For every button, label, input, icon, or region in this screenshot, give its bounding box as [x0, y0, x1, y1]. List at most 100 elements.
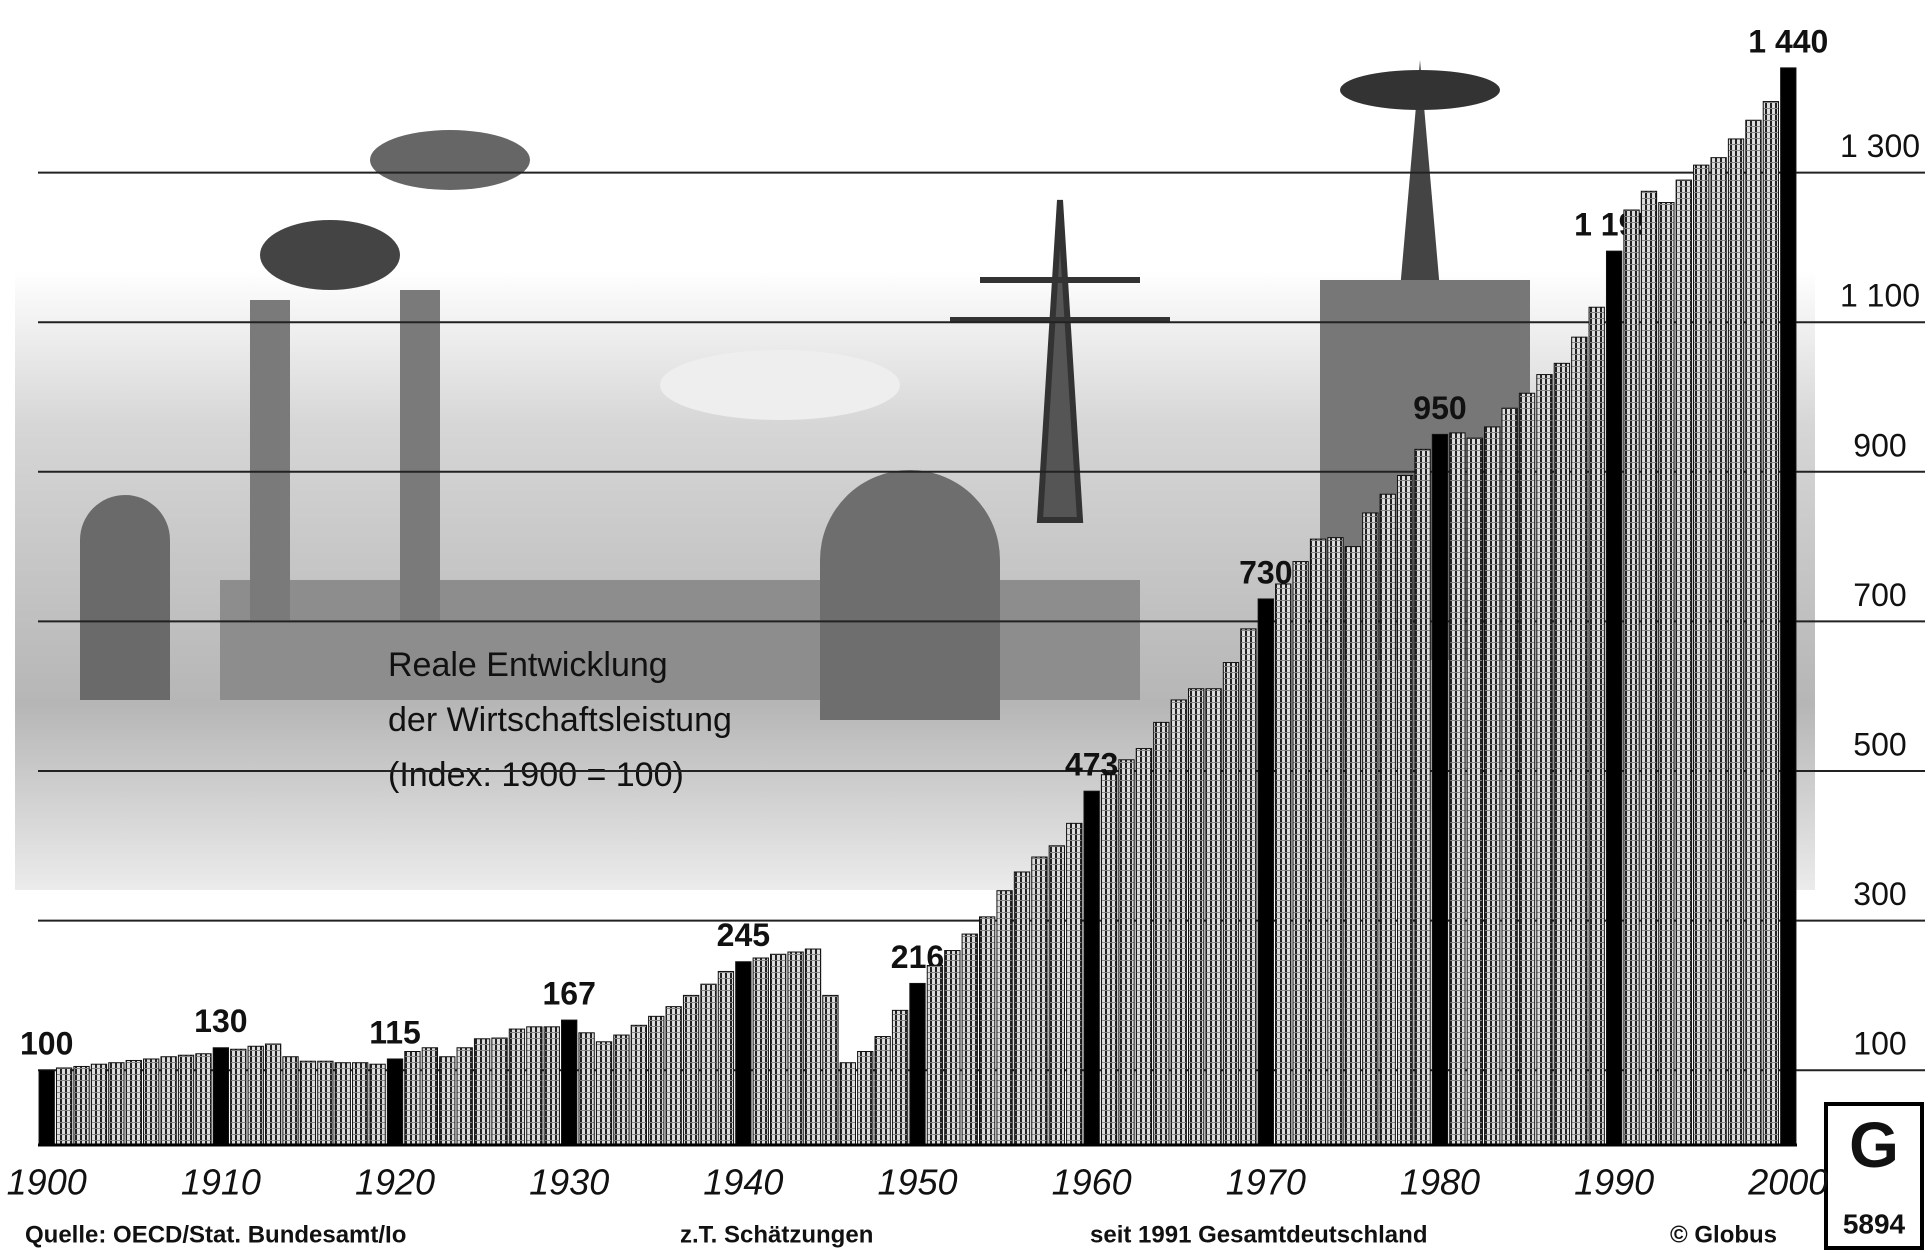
x-tick-label: 1930: [529, 1162, 609, 1203]
bar: [178, 1055, 193, 1145]
reactor-dome: [820, 470, 1000, 720]
bar: [875, 1037, 890, 1145]
y-tick-label: 100: [1853, 1026, 1906, 1062]
x-tick-label: 1910: [181, 1162, 261, 1203]
logo-mark: G: [1849, 1109, 1899, 1181]
steam-cloud: [660, 350, 900, 420]
tower-dish: [1340, 70, 1500, 110]
bar: [544, 1027, 559, 1145]
estimate-note: z.T. Schätzungen: [680, 1221, 873, 1248]
x-tick-label: 1940: [703, 1162, 783, 1203]
bar: [1258, 599, 1273, 1145]
bar: [649, 1016, 664, 1145]
bar: [1171, 700, 1186, 1145]
bar: [1328, 538, 1343, 1145]
bar: [1519, 393, 1534, 1145]
bar: [753, 958, 768, 1145]
y-tick-label: 1 300: [1840, 128, 1920, 164]
bar: [631, 1025, 646, 1145]
bar: [1450, 433, 1465, 1145]
source-note: Quelle: OECD/Stat. Bundesamt/Io: [25, 1221, 406, 1248]
bar: [945, 951, 960, 1145]
value-label: 167: [542, 976, 595, 1012]
x-tick-label: 1920: [355, 1162, 435, 1203]
bar: [683, 995, 698, 1145]
bar: [492, 1038, 507, 1145]
bar: [701, 984, 716, 1145]
bar: [161, 1057, 176, 1145]
bar: [56, 1068, 71, 1145]
bar: [1188, 689, 1203, 1145]
value-label: 1 440: [1748, 23, 1828, 59]
bar: [474, 1039, 489, 1145]
bar: [892, 1010, 907, 1145]
annotation: (Index: 1900 = 100): [388, 756, 684, 794]
y-tick-label: 700: [1853, 577, 1906, 613]
annotation: der Wirtschaftsleistung: [388, 701, 732, 739]
bar: [126, 1060, 141, 1145]
bar: [283, 1057, 298, 1145]
bar: [927, 965, 942, 1145]
bar: [1119, 760, 1134, 1145]
bar: [91, 1064, 106, 1145]
bar: [1467, 438, 1482, 1145]
bar: [1363, 513, 1378, 1145]
bar: [231, 1049, 246, 1145]
bar: [579, 1033, 594, 1145]
value-label: 245: [717, 917, 770, 953]
bar: [1624, 210, 1639, 1145]
bar: [840, 1063, 855, 1145]
bar: [265, 1044, 280, 1145]
x-tick-label: 1990: [1574, 1162, 1654, 1203]
bar: [858, 1052, 873, 1146]
annotation: Reale Entwicklung: [388, 646, 668, 684]
bar: [509, 1029, 524, 1145]
bar: [1781, 68, 1796, 1145]
bar: [1485, 427, 1500, 1145]
bar: [1014, 872, 1029, 1145]
bar: [1415, 449, 1430, 1145]
bar: [405, 1052, 420, 1146]
bar: [1694, 165, 1709, 1145]
bar: [387, 1059, 402, 1145]
value-label: 100: [20, 1026, 73, 1062]
bar: [248, 1046, 263, 1145]
copyright: © Globus: [1670, 1221, 1777, 1248]
bar: [1502, 408, 1517, 1145]
y-tick-label: 300: [1853, 876, 1906, 912]
mine-tower: [80, 495, 170, 700]
x-tick-label: 2000: [1747, 1162, 1828, 1203]
y-tick-label: 500: [1853, 726, 1906, 762]
bar: [1746, 120, 1761, 1145]
bar: [1380, 494, 1395, 1145]
chimney: [250, 300, 290, 620]
logo-number: 5894: [1843, 1208, 1906, 1239]
bar: [596, 1042, 611, 1145]
y-tick-label: 1 100: [1840, 278, 1920, 314]
smoke-cloud: [260, 220, 400, 290]
bar: [980, 917, 995, 1145]
bar: [1432, 434, 1447, 1145]
bar: [457, 1048, 472, 1145]
bar: [1537, 375, 1552, 1145]
bar: [997, 891, 1012, 1145]
bar: [353, 1063, 368, 1145]
bar: [1711, 158, 1726, 1145]
bar: [910, 983, 925, 1145]
bar: [422, 1048, 437, 1145]
bar: [335, 1063, 350, 1145]
bar: [74, 1066, 89, 1145]
bar: [1345, 547, 1360, 1145]
region-note: seit 1991 Gesamtdeutschland: [1090, 1221, 1427, 1248]
bar: [1067, 823, 1082, 1145]
factory-hall: [220, 580, 1140, 700]
bar: [1101, 775, 1116, 1145]
bar: [823, 995, 838, 1145]
logo: G 5894: [1826, 1104, 1922, 1248]
bar: [1293, 562, 1308, 1145]
smoke-cloud: [370, 130, 530, 190]
chimney: [400, 290, 440, 620]
bar: [109, 1063, 124, 1145]
bar: [1084, 791, 1099, 1145]
bar: [805, 949, 820, 1145]
